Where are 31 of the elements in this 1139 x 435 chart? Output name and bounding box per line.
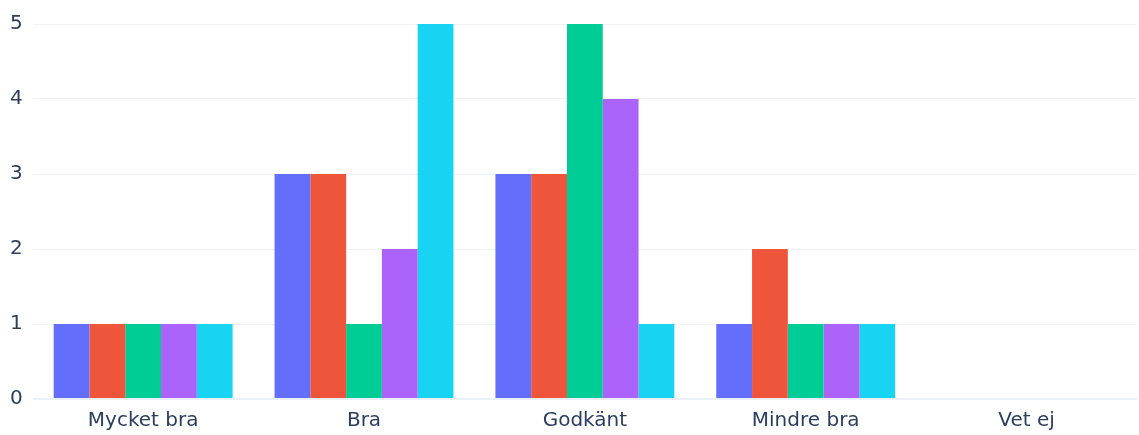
- bar: [602, 99, 639, 398]
- bar: [274, 174, 311, 398]
- x-tick-label: Bra: [346, 407, 382, 432]
- bar: [716, 324, 753, 398]
- bar: [823, 324, 860, 398]
- x-tick-label: Mycket bra: [87, 407, 199, 432]
- bar: [89, 324, 126, 398]
- x-tick-label: Godkänt: [542, 407, 628, 432]
- y-tick-label: 5: [9, 10, 23, 35]
- bar: [859, 324, 896, 398]
- y-tick-label: 3: [9, 160, 23, 185]
- bar: [53, 324, 90, 398]
- bar: [638, 324, 675, 398]
- bar: [196, 324, 233, 398]
- bar: [417, 24, 454, 398]
- bar: [752, 249, 788, 398]
- bar: [531, 174, 567, 398]
- x-tick-label: Vet ej: [998, 407, 1055, 432]
- bar: [125, 324, 162, 398]
- bar: [161, 324, 197, 398]
- bar: [566, 24, 603, 398]
- x-tick-label: Mindre bra: [751, 407, 860, 432]
- y-tick-label: 2: [9, 235, 23, 260]
- y-tick-label: 0: [9, 385, 23, 410]
- y-tick-label: 4: [9, 85, 23, 110]
- bar: [495, 174, 532, 398]
- bar: [346, 324, 382, 398]
- bar: [381, 249, 418, 398]
- bar: [787, 324, 824, 398]
- y-tick-label: 1: [9, 310, 23, 335]
- bar: [310, 174, 347, 398]
